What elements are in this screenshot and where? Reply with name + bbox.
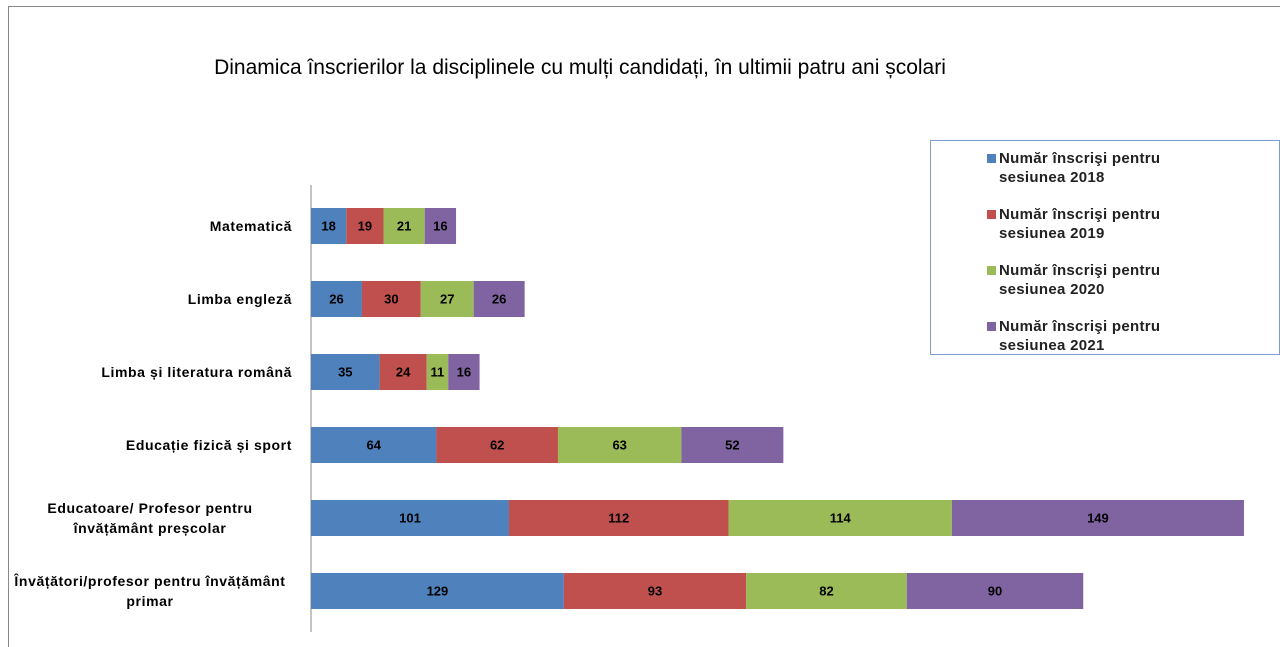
bar-segment: [311, 281, 362, 317]
bar-segment: [951, 500, 1244, 536]
value-label: 26: [492, 291, 506, 306]
value-label: 18: [321, 218, 335, 233]
category-label-box: Educație fizică și sport: [8, 410, 292, 480]
bar-segment: [681, 427, 784, 463]
value-label: 129: [427, 583, 449, 598]
value-label: 93: [648, 583, 662, 598]
bar-segment: [473, 281, 525, 317]
legend-swatch: [987, 322, 996, 331]
value-label: 26: [329, 291, 343, 306]
category-label: Limba și literatura română: [101, 364, 292, 380]
category-label-box: Învățători/profesor pentru învățământ pr…: [8, 556, 292, 626]
bar-segment: [424, 208, 457, 244]
value-label: 21: [397, 218, 411, 233]
bar-segment: [557, 427, 682, 463]
bar-segment: [311, 500, 509, 536]
bar-segment: [311, 208, 347, 244]
legend: Număr înscrişi pentru sesiunea 2018 Număr…: [930, 140, 1280, 355]
value-label: 101: [399, 510, 421, 525]
bar-segment: [906, 573, 1084, 609]
value-label: 24: [396, 364, 411, 379]
value-label: 30: [384, 291, 398, 306]
category-label-box: Limba și literatura română: [8, 337, 292, 407]
bar-segment: [420, 281, 474, 317]
value-label: 112: [608, 510, 629, 525]
value-label: 11: [431, 364, 445, 379]
bar-segment: [383, 208, 425, 244]
bar-segment: [508, 500, 729, 536]
category-label: Matematică: [209, 218, 292, 234]
bar-segment: [563, 573, 747, 609]
chart-frame: [8, 6, 1280, 647]
legend-label: Număr înscrişi pentru sesiunea 2020: [999, 262, 1161, 298]
legend-entry: Număr înscrişi pentru sesiunea 2018: [987, 149, 1217, 187]
value-label: 82: [819, 583, 833, 598]
bar-segment: [311, 427, 437, 463]
legend-swatch: [987, 210, 996, 219]
legend-swatch: [987, 266, 996, 275]
legend-swatch: [987, 154, 996, 163]
category-label-box: Educatoare/ Profesor pentru învățământ p…: [8, 483, 292, 553]
value-label: 62: [490, 437, 504, 452]
legend-label: Număr înscrişi pentru sesiunea 2021: [999, 318, 1161, 354]
bar-segment: [426, 354, 449, 390]
value-label: 52: [725, 437, 739, 452]
legend-entry: Număr înscrişi pentru sesiunea 2019: [987, 205, 1217, 243]
category-label-box: Limba engleză: [8, 264, 292, 334]
value-label: 114: [830, 510, 852, 525]
bar-segment: [746, 573, 907, 609]
legend-label: Număr înscrişi pentru sesiunea 2018: [999, 150, 1161, 186]
value-label: 16: [457, 364, 471, 379]
bar-segment: [311, 354, 380, 390]
bar-segment: [448, 354, 480, 390]
bar-segment: [346, 208, 384, 244]
legend-entry: Număr înscrişi pentru sesiunea 2020: [987, 261, 1217, 299]
value-label: 35: [338, 364, 352, 379]
value-label: 149: [1087, 510, 1109, 525]
bar-segment: [311, 573, 564, 609]
bar-segment: [728, 500, 952, 536]
legend-label: Număr înscrişi pentru sesiunea 2019: [999, 206, 1161, 242]
category-label-box: Matematică: [8, 191, 292, 261]
bar-segment: [361, 281, 421, 317]
bar-segment: [436, 427, 558, 463]
value-label: 16: [433, 218, 447, 233]
value-label: 63: [612, 437, 626, 452]
category-label: Educatoare/ Profesor pentru învățământ p…: [47, 500, 253, 536]
value-label: 90: [988, 583, 1002, 598]
category-label: Limba engleză: [187, 291, 292, 307]
category-label: Educație fizică și sport: [125, 437, 292, 453]
value-label: 19: [358, 218, 372, 233]
chart-title: Dinamica înscrierilor la disciplinele cu…: [214, 56, 946, 79]
value-label: 64: [366, 437, 381, 452]
value-label: 27: [440, 291, 454, 306]
category-label: Învățători/profesor pentru învățământ pr…: [14, 573, 286, 609]
bar-segment: [379, 354, 427, 390]
legend-entry: Număr înscrişi pentru sesiunea 2021: [987, 317, 1217, 355]
